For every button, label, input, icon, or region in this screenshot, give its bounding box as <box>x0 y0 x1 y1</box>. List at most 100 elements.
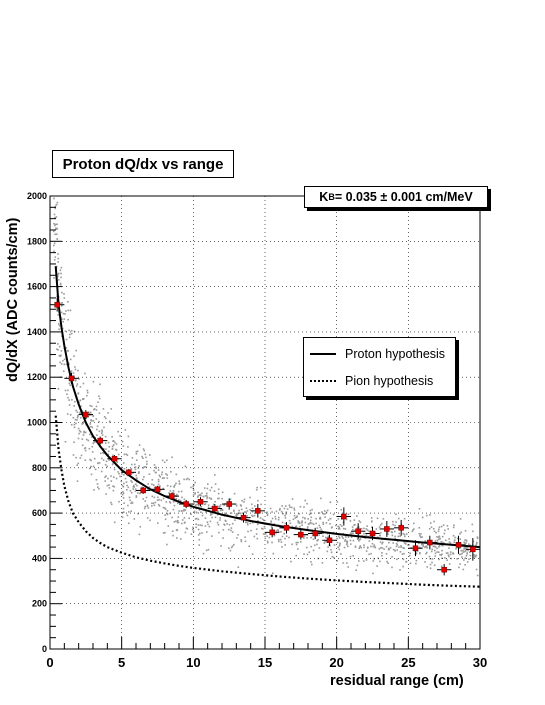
scatter-point <box>455 548 457 550</box>
data-point <box>169 493 175 499</box>
scatter-point <box>214 516 217 519</box>
scatter-point <box>166 512 169 515</box>
scatter-point <box>171 491 174 494</box>
scatter-point <box>219 517 221 519</box>
y-tick-label: 1600 <box>27 282 47 292</box>
scatter-point <box>133 518 136 520</box>
scatter-point <box>166 513 169 516</box>
scatter-point <box>61 327 64 330</box>
scatter-point <box>378 548 381 550</box>
scatter-point <box>269 507 272 510</box>
scatter-point <box>153 496 156 499</box>
scatter-point <box>55 227 57 230</box>
scatter-point <box>378 526 381 528</box>
scatter-point <box>264 537 267 540</box>
scatter-point <box>121 511 124 514</box>
scatter-point <box>327 535 330 538</box>
scatter-point <box>349 539 352 542</box>
scatter-point <box>136 477 138 480</box>
scatter-point <box>194 504 197 506</box>
scatter-point <box>175 473 178 476</box>
scatter-point <box>243 498 246 501</box>
scatter-point <box>409 562 412 565</box>
data-point <box>183 501 189 507</box>
scatter-point <box>441 549 443 552</box>
scatter-point <box>429 514 431 516</box>
scatter-point <box>438 535 441 538</box>
scatter-point <box>425 552 427 555</box>
scatter-point <box>139 492 141 495</box>
scatter-point <box>275 532 277 534</box>
scatter-point <box>68 336 71 339</box>
scatter-point <box>175 482 177 485</box>
scatter-point <box>218 505 221 507</box>
scatter-point <box>255 528 258 530</box>
scatter-point <box>81 444 84 447</box>
scatter-point <box>155 471 157 474</box>
scatter-point <box>79 386 82 388</box>
scatter-point <box>73 441 75 443</box>
scatter-point <box>281 535 284 538</box>
scatter-point <box>125 481 128 483</box>
scatter-point <box>437 536 440 538</box>
scatter-point <box>426 551 428 554</box>
scatter-point <box>394 530 396 533</box>
scatter-point <box>145 496 148 499</box>
scatter-point <box>172 508 175 511</box>
scatter-point <box>115 443 118 445</box>
scatter-point <box>92 420 95 422</box>
scatter-point <box>152 502 155 505</box>
scatter-point <box>363 532 365 535</box>
scatter-point <box>346 562 348 564</box>
scatter-point <box>306 553 309 556</box>
scatter-point <box>386 560 388 563</box>
scatter-point <box>207 523 209 526</box>
scatter-point <box>300 541 302 543</box>
scatter-point <box>392 548 395 551</box>
scatter-point <box>272 552 275 555</box>
scatter-point <box>403 547 406 550</box>
scatter-point <box>223 523 225 526</box>
scatter-point <box>224 512 226 515</box>
scatter-point <box>438 551 440 553</box>
scatter-point <box>333 544 336 546</box>
scatter-point <box>308 513 311 516</box>
scatter-point <box>107 477 109 480</box>
scatter-point <box>280 531 282 533</box>
scatter-point <box>60 311 63 314</box>
scatter-point <box>337 546 339 549</box>
scatter-point <box>108 446 111 448</box>
scatter-point <box>160 499 163 502</box>
scatter-point <box>431 558 434 560</box>
scatter-point <box>131 481 133 483</box>
scatter-point <box>458 547 461 549</box>
scatter-point <box>137 512 139 515</box>
scatter-point <box>131 457 134 459</box>
scatter-point <box>110 501 112 504</box>
scatter-point <box>217 488 220 491</box>
scatter-point <box>283 507 286 510</box>
scatter-point <box>463 541 465 544</box>
scatter-point <box>441 557 443 559</box>
scatter-point <box>172 501 175 503</box>
scatter-point <box>325 522 328 524</box>
scatter-point <box>436 551 438 553</box>
scatter-point <box>445 539 447 542</box>
scatter-point <box>442 542 445 544</box>
scatter-point <box>123 474 125 476</box>
scatter-point <box>201 514 204 517</box>
scatter-point <box>475 544 477 547</box>
scatter-point <box>329 501 332 503</box>
scatter-point <box>146 463 148 465</box>
scatter-point <box>113 521 116 524</box>
scatter-point <box>184 465 187 468</box>
scatter-point <box>466 546 468 549</box>
scatter-point <box>461 552 463 555</box>
scatter-point <box>166 510 169 512</box>
scatter-point <box>65 363 68 365</box>
scatter-point <box>332 513 335 516</box>
scatter-point <box>76 464 78 466</box>
scatter-point <box>174 484 176 486</box>
scatter-point <box>456 558 458 560</box>
scatter-point <box>358 560 360 562</box>
